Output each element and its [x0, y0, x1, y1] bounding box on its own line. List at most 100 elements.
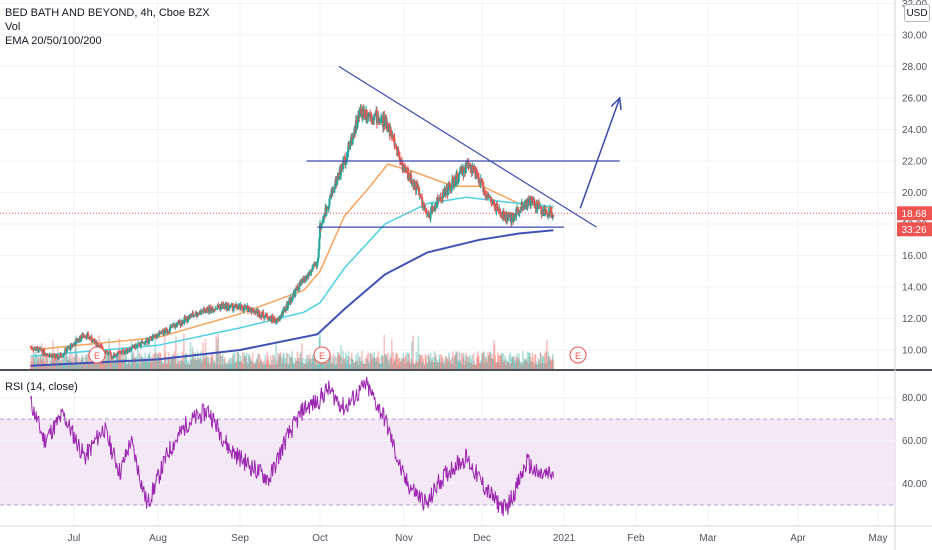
volume-bar: [388, 363, 390, 369]
candle-body: [231, 303, 234, 311]
earnings-marker[interactable]: E: [88, 346, 106, 364]
candle-body: [130, 347, 133, 350]
volume-bar: [169, 363, 171, 369]
volume-bar: [302, 362, 305, 369]
volume-bar: [210, 356, 212, 369]
candle-body: [69, 344, 72, 350]
volume-bar: [388, 358, 391, 369]
volume-bar: [452, 364, 455, 369]
volume-bar: [261, 364, 264, 369]
earnings-marker[interactable]: E: [313, 346, 331, 364]
volume-bar: [500, 355, 502, 369]
candle-body: [445, 187, 448, 190]
volume-bar: [523, 358, 526, 369]
candle-body: [348, 142, 351, 149]
price-axis[interactable]: 10.0012.0014.0016.0018.0020.0022.0024.00…: [902, 0, 927, 357]
candle-body: [247, 309, 250, 312]
price-pane[interactable]: [0, 0, 895, 370]
volume-bar: [285, 352, 288, 369]
volume-bar: [268, 364, 271, 369]
time-tick-label: Apr: [790, 533, 806, 544]
candle-body: [291, 296, 294, 300]
volume-bar: [105, 352, 107, 369]
volume-bar: [367, 351, 369, 369]
volume-bar: [165, 357, 167, 369]
candle-body: [545, 209, 548, 212]
volume-bar: [340, 344, 342, 369]
volume-bar: [433, 351, 436, 369]
candle-body: [390, 129, 393, 134]
volume-bar: [177, 353, 179, 369]
volume-bar: [507, 361, 509, 369]
candle-body: [333, 189, 336, 191]
candle-body: [335, 181, 338, 185]
volume-bar: [135, 356, 138, 369]
volume-bar: [513, 359, 516, 369]
candle-body: [37, 347, 40, 353]
candle-body: [551, 215, 554, 218]
candle-body: [439, 197, 442, 200]
volume-bar: [187, 360, 190, 369]
volume-bar: [71, 362, 74, 369]
volume-bar: [503, 359, 506, 369]
candle-body: [48, 354, 51, 357]
candle-body: [154, 333, 157, 337]
candle-body: [552, 215, 555, 217]
candle-body: [333, 184, 336, 190]
symbol-legend[interactable]: BED BATH AND BEYOND, 4h, Cboe BZX: [5, 7, 210, 19]
volume-bar: [426, 362, 428, 369]
candle-body: [358, 109, 361, 117]
volume-bar: [87, 352, 90, 369]
volume-bar: [491, 359, 494, 369]
trend-drawings[interactable]: [306, 65, 622, 228]
volume-bar: [199, 359, 202, 369]
volume-bar: [303, 363, 306, 369]
volume-bar: [484, 357, 487, 369]
volume-bar: [495, 362, 498, 369]
volume-bar: [293, 362, 295, 369]
volume-bar: [427, 354, 429, 369]
volume-bar: [280, 356, 283, 369]
volume-bars: [29, 333, 555, 369]
volume-bar: [247, 353, 250, 369]
volume-bar: [136, 340, 139, 369]
time-axis[interactable]: Jul Aug Sep Oct Nov Dec 2021 Feb Mar Apr May: [68, 533, 888, 544]
candle-body: [230, 304, 233, 306]
volume-bar: [54, 357, 57, 369]
candle-body: [344, 162, 347, 165]
candle-body: [76, 339, 79, 342]
volume-bar: [536, 364, 538, 369]
volume-bar: [338, 352, 340, 369]
rsi-legend[interactable]: RSI (14, close): [5, 381, 78, 393]
candle-body: [297, 288, 300, 290]
volume-bar: [103, 362, 105, 369]
candle-body: [379, 119, 382, 122]
earnings-marker[interactable]: E: [569, 346, 587, 364]
volume-bar: [308, 360, 311, 369]
volume-bar: [192, 357, 195, 369]
rsi-axis[interactable]: 40.00 60.00 80.00: [902, 393, 927, 490]
candle-body: [179, 320, 182, 326]
volume-bar: [285, 362, 287, 369]
volume-bar: [493, 340, 495, 369]
candle-body: [506, 214, 509, 221]
volume-bar: [450, 364, 453, 369]
volume-bar: [221, 355, 223, 369]
volume-bar: [307, 358, 310, 369]
volume-legend[interactable]: Vol: [5, 21, 21, 33]
volume-bar: [254, 364, 257, 369]
currency-button[interactable]: USD: [904, 4, 930, 22]
candle-body: [492, 200, 495, 206]
ema-legend[interactable]: EMA 20/50/100/200: [5, 35, 102, 47]
volume-bar: [310, 363, 313, 369]
volume-bar: [50, 357, 53, 369]
volume-bar: [376, 356, 378, 369]
volume-bar: [463, 364, 466, 369]
price-tick-label: 10.00: [902, 346, 927, 357]
volume-bar: [380, 355, 383, 369]
candle-body: [161, 331, 164, 333]
volume-bar: [505, 359, 508, 369]
volume-bar: [359, 360, 362, 369]
volume-bar: [245, 357, 247, 369]
